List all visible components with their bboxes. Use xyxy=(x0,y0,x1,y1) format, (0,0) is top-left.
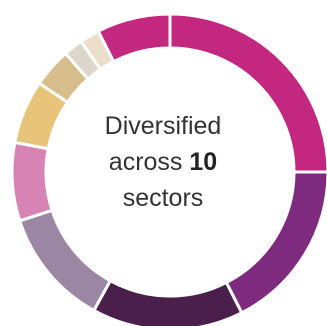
center-label-line2: across 10 xyxy=(63,144,263,180)
sector-count: 10 xyxy=(189,148,218,176)
donut-slice-1 xyxy=(168,12,327,174)
donut-slice-10 xyxy=(96,12,172,64)
center-label-line1: Diversified xyxy=(104,112,222,140)
center-label-line3: sectors xyxy=(122,184,204,212)
donut-slices xyxy=(10,12,327,326)
donut-slice-3 xyxy=(91,278,244,326)
donut-slice-5 xyxy=(10,140,54,223)
donut-slice-4 xyxy=(17,208,113,313)
center-label: Diversified across 10 sectors xyxy=(63,108,263,216)
center-label-prefix: across xyxy=(108,148,190,176)
